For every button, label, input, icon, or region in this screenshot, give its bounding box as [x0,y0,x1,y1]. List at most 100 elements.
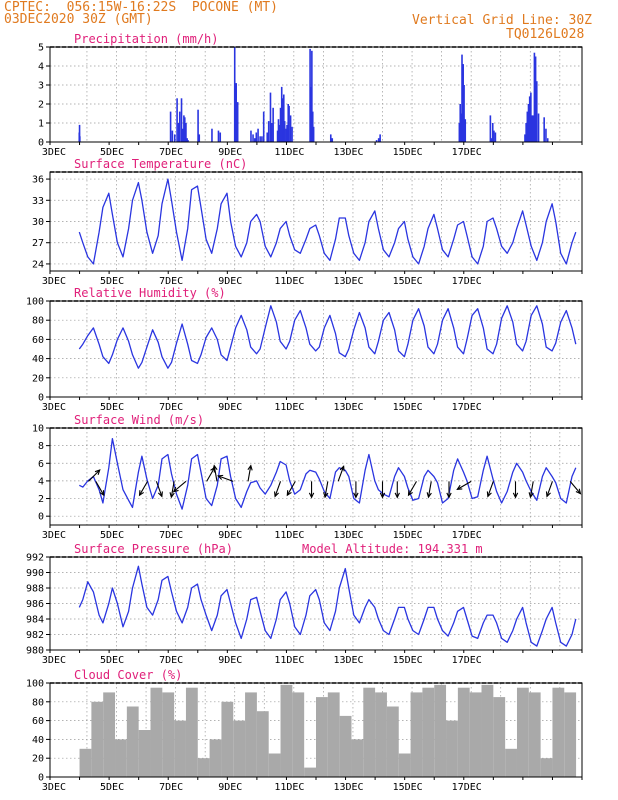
temperature-ytick-label: 27 [32,238,44,249]
cloud-bar [221,701,234,777]
wind-arrow-head [247,464,253,471]
cloud-bar [564,692,577,777]
precip-bar [489,115,492,142]
cloud-bar [115,739,127,777]
wind-arrow-head [379,492,386,499]
wind-arrow [274,481,282,497]
cloud-bar [197,758,210,777]
cloud-bar [138,730,151,777]
cloud-ytick-label: 20 [32,754,44,765]
cloud-ytick-label: 60 [32,716,44,727]
wind-arrow-head [394,492,400,499]
wind-arrow [457,480,472,490]
wind-line [79,437,577,510]
wind-arrow [546,481,553,497]
pressure-ytick-label: 986 [26,599,44,610]
precip-bar [270,123,273,142]
precip-bar [460,113,462,142]
cloud-bar [292,692,305,777]
pressure-xtick-label: 11DEC [274,655,304,666]
cloud-bar [505,748,517,777]
precip-bar [79,136,81,142]
cloud-bar [280,684,293,777]
precip-bar [287,104,290,142]
cloud-xtick-label: 9DEC [218,782,242,793]
wind-arrow [170,481,175,498]
temperature-xtick-label: 13DEC [333,276,363,287]
precip-bar [180,98,183,142]
cloud-bar [304,767,316,777]
precip-bar [250,130,252,142]
wind-title: Surface Wind (m/s) [74,413,204,427]
wind-xtick-label: 9DEC [218,530,242,541]
wind-xtick-label: 13DEC [333,530,363,541]
precip-bar [254,138,256,142]
humidity-ytick-label: 60 [32,335,44,346]
pressure-xtick-label: 9DEC [218,655,242,666]
precip-xtick-label: 15DEC [393,147,423,158]
precip-bar [233,47,236,142]
pressure-ytick-label: 984 [26,615,44,626]
cloud-bar [516,687,529,777]
precip-xtick-label: 7DEC [159,147,183,158]
temperature-ytick-label: 33 [32,196,44,207]
precip-xtick-label: 11DEC [274,147,304,158]
precip-bar [278,124,281,142]
wind-arrow-head [486,491,492,498]
wind-arrow-head [157,491,163,498]
wind-arrow [139,481,149,496]
precip-bar [183,115,185,142]
cloud-bar [540,758,553,777]
humidity-xtick-label: 9DEC [218,402,242,413]
cloud-bar [256,711,269,777]
wind-arrow-head [323,492,329,499]
precip-ytick-label: 4 [38,62,44,73]
humidity-ytick-label: 40 [32,354,44,365]
precip-bar [527,104,530,142]
wind-arrow-head [407,490,413,497]
precip-ytick-label: 3 [38,81,44,92]
precip-bar [277,119,280,142]
humidity-xtick-label: 17DEC [452,402,482,413]
humidity-ytick-label: 0 [38,393,44,404]
wind-arrow-head [274,491,280,498]
precip-ytick-label: 2 [38,100,44,111]
cloud-xtick-label: 11DEC [274,782,304,793]
wind-arrow-head [138,490,144,497]
precip-bar [491,123,494,142]
cloud-bar [434,684,447,777]
humidity-xtick-label: 11DEC [274,402,304,413]
cloud-xtick-label: 7DEC [159,782,183,793]
cloud-ytick-label: 40 [32,735,44,746]
precip-bar [528,96,531,142]
temperature-ytick-label: 30 [32,217,44,228]
precip-bar [171,130,174,142]
cloud-xtick-label: 17DEC [452,782,482,793]
wind-arrow-head [212,464,218,471]
precip-frame [49,46,583,143]
pressure-ytick-label: 992 [26,553,44,564]
wind-arrow-head [456,484,463,490]
cloud-xtick-label: 3DEC [42,782,66,793]
precip-bar [281,98,284,142]
pressure-xtick-label: 5DEC [100,655,124,666]
cloud-bar [126,706,139,777]
humidity-ytick-label: 80 [32,316,44,327]
pressure-ytick-label: 982 [26,630,44,641]
cloud-panel: 0 20 40 60 80 100 3DEC 5DEC 7DEC 9DEC 11DEC 13DEC 15… [26,668,583,793]
temperature-ytick-label: 24 [32,259,44,270]
precip-bar [311,50,313,142]
pressure-panel: 980 982 984 986 988 990 992 3DEC 5DEC 7DEC 9DEC 11D… [26,542,583,666]
wind-arrow [155,481,163,497]
precip-bar [279,107,282,142]
wind-arrow-head [94,469,101,475]
precip-bar [267,121,270,142]
cloud-bar [327,692,340,777]
cloud-bar [446,720,458,777]
precip-bar [289,115,292,142]
cloud-ytick-label: 0 [38,773,44,784]
wind-ytick-label: 0 [38,512,44,523]
cloud-xtick-label: 13DEC [333,782,363,793]
precip-ytick-label: 1 [38,119,44,130]
precip-xtick-label: 17DEC [452,147,482,158]
